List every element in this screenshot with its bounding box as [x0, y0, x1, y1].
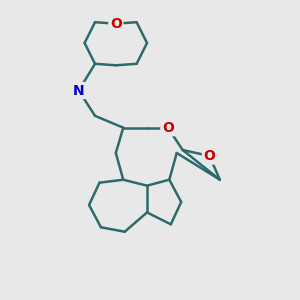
Text: N: N: [73, 84, 85, 98]
Text: O: O: [162, 121, 174, 135]
Text: O: O: [110, 17, 122, 31]
Text: O: O: [203, 149, 215, 163]
